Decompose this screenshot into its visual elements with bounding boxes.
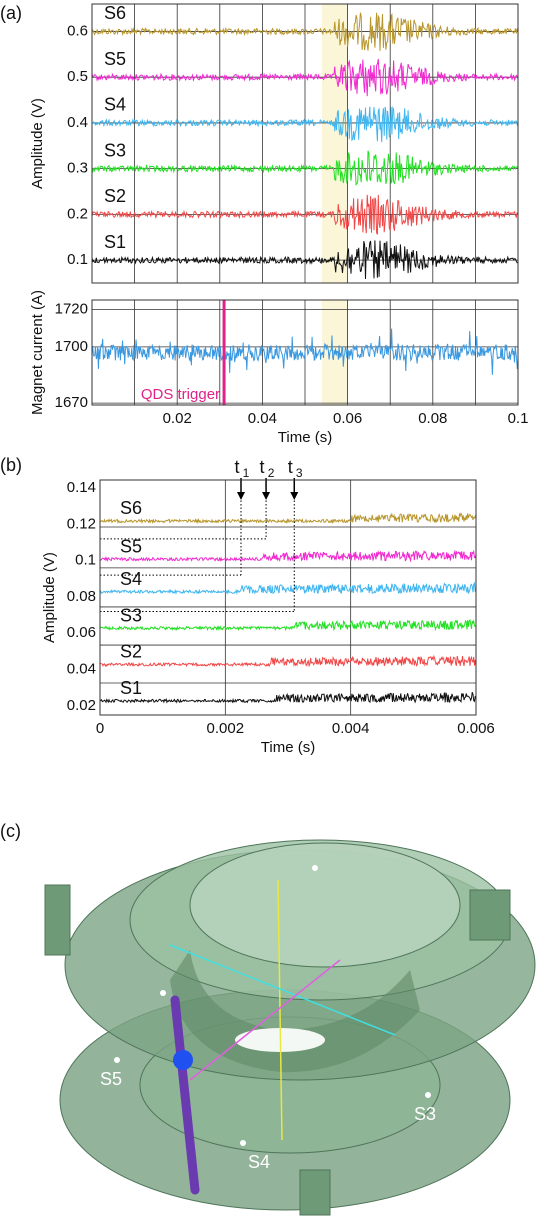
trace [91, 58, 519, 97]
x-tick-label: 0.1 [508, 410, 529, 427]
x-tick-label: 0.006 [457, 720, 495, 737]
y-axis-label: Amplitude (V) [41, 552, 58, 643]
trace-label: S6 [120, 498, 142, 518]
sensor-label: S3 [414, 1104, 436, 1124]
trace-label: S2 [104, 186, 126, 206]
trace-label: S1 [120, 678, 142, 698]
current-line [91, 328, 519, 375]
trace [91, 194, 519, 236]
x-tick-label: 0.06 [333, 410, 362, 427]
plot-frame [91, 3, 519, 284]
trigger-label: QDS trigger [141, 386, 220, 403]
trace-label: S1 [104, 232, 126, 252]
panel-label: (c) [0, 821, 21, 841]
y-tick-label: 0.2 [67, 205, 88, 222]
y-tick-label: 0.1 [75, 552, 96, 569]
trace [91, 150, 519, 186]
trace [99, 512, 477, 525]
y-tick-label: 0.4 [67, 114, 88, 131]
x-axis-label: Time (s) [261, 739, 315, 756]
panel-label: (b) [0, 455, 22, 475]
x-tick-label: 0.02 [163, 410, 192, 427]
trace [91, 240, 519, 280]
trace [99, 549, 477, 563]
plot-frame [91, 299, 519, 406]
trace-label: S4 [104, 95, 126, 115]
x-axis-label: Time (s) [278, 429, 332, 446]
y-tick-label: 0.3 [67, 160, 88, 177]
plot-frame [99, 479, 477, 716]
y-tick-label: 1720 [55, 300, 88, 317]
trace-label: S3 [104, 140, 126, 160]
trace [99, 654, 477, 668]
trace [99, 618, 477, 632]
trace-label: S5 [120, 536, 142, 556]
trace-label: S5 [104, 49, 126, 69]
sensor-label: S4 [248, 1152, 270, 1172]
y-tick-label: 1670 [55, 394, 88, 411]
y-tick-label: 0.06 [67, 624, 96, 641]
x-tick-label: 0.08 [418, 410, 447, 427]
marker-sub: 3 [296, 466, 303, 480]
y-tick-label: 0.12 [67, 515, 96, 532]
x-tick-label: 0 [96, 720, 104, 737]
trace [91, 12, 519, 51]
y-tick-label: 0.14 [67, 479, 96, 496]
arrow-head [237, 492, 245, 500]
marker-sub: 2 [268, 466, 275, 480]
marker-sub: 1 [243, 466, 250, 480]
y-tick-label: 0.1 [67, 251, 88, 268]
x-tick-label: 0.002 [207, 720, 245, 737]
trace-label: S3 [120, 605, 142, 625]
trace [92, 105, 519, 143]
y-axis-label: Amplitude (V) [29, 98, 46, 189]
y-axis-label: Magnet current (A) [29, 290, 46, 415]
arrow-head [262, 492, 271, 500]
illustration: S5 S3 S4 [44, 839, 536, 1216]
sensor-label: S5 [100, 1069, 122, 1089]
y-tick-label: 0.6 [67, 22, 88, 39]
y-tick-label: 0.02 [67, 697, 96, 714]
y-tick-label: 1700 [55, 338, 88, 355]
trace [99, 692, 477, 704]
arrow-head [290, 492, 299, 500]
x-tick-label: 0.004 [332, 720, 370, 737]
marker-label: t [260, 457, 265, 477]
y-tick-label: 0.04 [67, 661, 96, 678]
marker-label: t [288, 457, 293, 477]
highlight-band [322, 4, 348, 283]
trace-label: S6 [104, 3, 126, 23]
trace-label: S2 [120, 642, 142, 662]
y-tick-label: 0.08 [67, 588, 96, 605]
trace [99, 581, 477, 595]
trace-label: S4 [120, 569, 142, 589]
y-tick-label: 0.5 [67, 68, 88, 85]
x-tick-label: 0.04 [248, 410, 277, 427]
panel-label: (a) [0, 3, 22, 23]
marker-label: t [234, 457, 239, 477]
